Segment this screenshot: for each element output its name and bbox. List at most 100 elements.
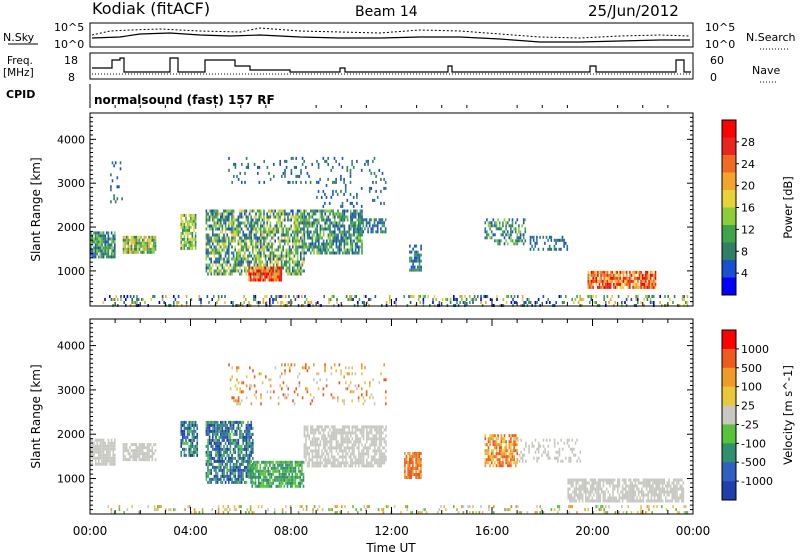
echo-cell [210,441,212,445]
echo-cell [332,209,334,213]
echo-cell [213,254,216,258]
echo-cell [580,490,582,494]
echo-cell [294,478,297,482]
echo-cell [332,464,334,468]
echo-cell [330,443,333,447]
echo-cell [514,461,517,465]
echo-cell [575,478,577,482]
echo-cell [239,465,241,469]
echo-cell [330,221,333,225]
echo-cell [514,443,517,447]
echo-cell [369,443,371,447]
echo-cell [370,230,373,234]
echo-cell [137,449,139,453]
echo-cell [380,218,382,222]
echo-cell [354,461,357,465]
echo-cell [573,493,576,497]
echo-cell [242,245,244,249]
echo-cell [205,462,208,466]
echo-cell [311,428,314,432]
echo-cell [218,245,220,249]
echo-cell [489,440,491,444]
echo-cell [232,465,235,469]
echo-cell [110,298,113,301]
echo-cell [237,471,240,475]
echo-cell [253,224,256,228]
echo-cell [519,230,522,234]
echo-cell [180,420,182,424]
echo-cell [415,473,417,476]
echo-cell [220,212,222,216]
echo-cell [329,239,331,243]
echo-cell [375,443,378,447]
echo-cell [245,269,248,273]
colorbar-segment [722,242,736,261]
echo-cell [622,270,625,274]
echo-cell [578,487,581,491]
echo-cell [216,474,219,478]
echo-cell [183,423,186,427]
echo-cell [104,237,106,241]
echo-cell [247,441,249,445]
echo-cell [296,236,299,240]
echo-cell [292,180,294,184]
echo-cell [327,461,330,465]
echo-cell [310,301,313,304]
echo-cell [216,215,219,219]
echo-cell [345,461,347,465]
echo-cell [221,218,224,222]
echo-cell [106,243,108,247]
echo-cell [210,251,212,255]
echo-cell [374,461,376,465]
echo-cell [232,462,235,466]
echo-cell [213,295,215,298]
echo-cell [353,425,355,429]
echo-cell [136,298,138,301]
echo-cell [405,458,408,461]
echo-cell [383,221,385,225]
echo-cell [237,444,240,448]
echo-cell [351,201,353,205]
echo-cell [503,455,506,459]
echo-cell [330,168,333,172]
echo-cell [335,221,338,225]
echo-cell [207,429,209,433]
colorbar-tick-label: 24 [741,158,755,171]
echo-cell [114,200,117,204]
echo-cell [381,171,384,175]
echo-cell [292,212,294,216]
echo-cell [343,464,346,468]
echo-cell [247,257,249,261]
echo-cell [367,221,369,225]
echo-cell [275,469,278,473]
echo-cell [271,245,273,249]
echo-cell [129,452,131,456]
echo-cell [316,218,318,222]
echo-cell [303,221,306,225]
echo-cell [212,462,214,466]
echo-cell [253,227,256,231]
echo-cell [372,455,374,459]
echo-cell [260,272,262,276]
echo-cell [561,238,564,242]
echo-cell [326,227,328,231]
echo-cell [378,221,381,225]
echo-cell [242,432,244,436]
echo-cell [256,266,258,270]
echo-cell [404,470,406,473]
echo-cell [264,484,266,488]
echo-cell [211,298,213,301]
echo-cell [216,242,219,246]
echo-cell [651,301,653,304]
echo-cell [599,496,601,500]
echo-cell [242,438,244,442]
echo-cell [359,236,362,240]
echo-cell [90,240,92,244]
echo-cell [183,240,186,244]
echo-cell [218,477,220,481]
echo-cell [210,438,212,442]
echo-cell [409,268,411,272]
echo-cell [553,456,556,460]
echo-cell [205,215,208,219]
echo-cell [366,452,368,456]
